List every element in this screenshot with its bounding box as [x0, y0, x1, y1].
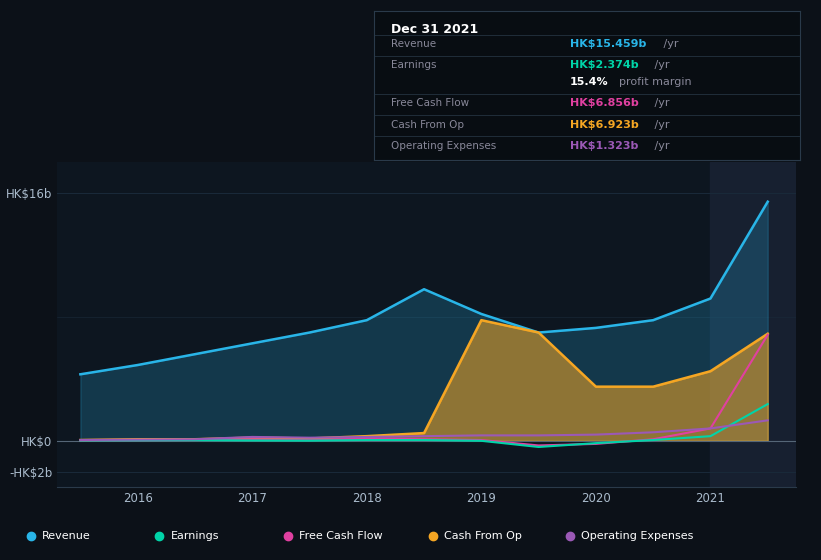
Bar — [710, 162, 796, 487]
Text: Cash From Op: Cash From Op — [444, 531, 522, 541]
Text: Dec 31 2021: Dec 31 2021 — [391, 23, 478, 36]
Text: HK$6.923b: HK$6.923b — [570, 120, 639, 130]
Text: Revenue: Revenue — [42, 531, 91, 541]
Text: profit margin: profit margin — [619, 77, 691, 87]
Text: Revenue: Revenue — [391, 39, 436, 49]
Text: /yr: /yr — [651, 59, 670, 69]
Text: /yr: /yr — [651, 120, 670, 130]
Text: Free Cash Flow: Free Cash Flow — [300, 531, 383, 541]
Text: HK$1.323b: HK$1.323b — [570, 141, 638, 151]
Text: HK$2.374b: HK$2.374b — [570, 59, 639, 69]
Text: HK$15.459b: HK$15.459b — [570, 39, 646, 49]
Text: /yr: /yr — [651, 98, 670, 108]
Text: Earnings: Earnings — [171, 531, 219, 541]
Text: Earnings: Earnings — [391, 59, 436, 69]
Text: Operating Expenses: Operating Expenses — [581, 531, 694, 541]
Text: Free Cash Flow: Free Cash Flow — [391, 98, 469, 108]
Text: Cash From Op: Cash From Op — [391, 120, 464, 130]
Text: /yr: /yr — [659, 39, 678, 49]
Text: HK$6.856b: HK$6.856b — [570, 98, 639, 108]
Text: /yr: /yr — [651, 141, 670, 151]
Text: 15.4%: 15.4% — [570, 77, 608, 87]
Text: Operating Expenses: Operating Expenses — [391, 141, 496, 151]
